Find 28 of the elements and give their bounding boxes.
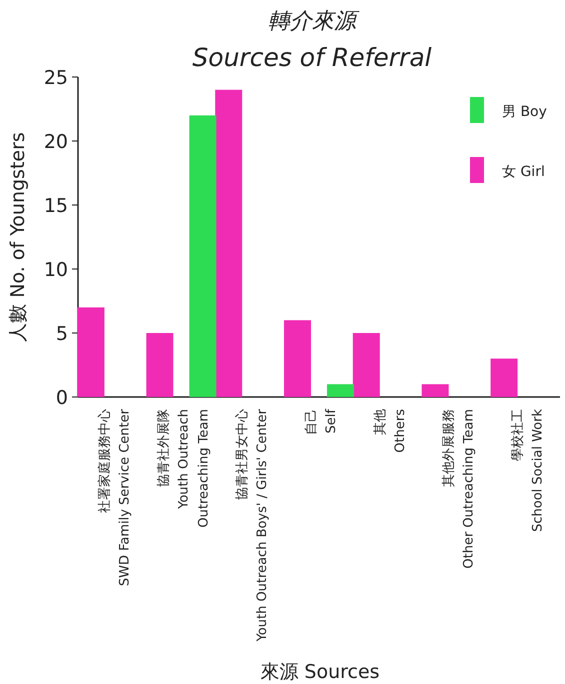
bar <box>352 333 380 397</box>
y-tick-label: 20 <box>44 131 68 153</box>
x-tick-label: 學校社工 School Social Work <box>510 408 546 532</box>
y-tick-label: 5 <box>56 323 68 345</box>
bar <box>215 90 242 397</box>
bar <box>422 384 449 397</box>
bar <box>189 115 216 397</box>
y-axis-title: 人數 No. of Youngsters <box>7 132 29 342</box>
x-tick-label: 自己 Self <box>304 408 339 435</box>
bar <box>327 384 354 397</box>
legend-label: 女 Girl <box>502 164 545 180</box>
bar <box>490 358 518 397</box>
bar <box>77 307 104 397</box>
chart-title: 轉介來源 <box>268 9 360 34</box>
y-tick-label: 15 <box>44 195 68 217</box>
bar <box>146 333 174 397</box>
x-tick-label: 協青社男女中心 Youth Outreach Boys' / Girls' Center <box>234 408 270 642</box>
y-tick-label: 0 <box>56 387 68 409</box>
chart-subtitle: Sources of Referral <box>192 43 432 72</box>
x-tick-label: 其他外展服務 Other Outreaching Team <box>442 409 477 569</box>
x-tick-label: 協青社外展隊 Youth Outreach Outreaching Team <box>156 409 212 528</box>
x-tick-label: 其他 Others <box>372 408 408 453</box>
bar <box>284 320 311 397</box>
x-tick-label: 社署家庭服務中心 SWD Family Service Center <box>96 408 132 586</box>
y-tick-label: 25 <box>44 67 68 89</box>
x-axis-title: 來源 Sources <box>260 661 380 683</box>
y-tick-label: 10 <box>44 259 68 281</box>
legend-label: 男 Boy <box>502 104 547 120</box>
